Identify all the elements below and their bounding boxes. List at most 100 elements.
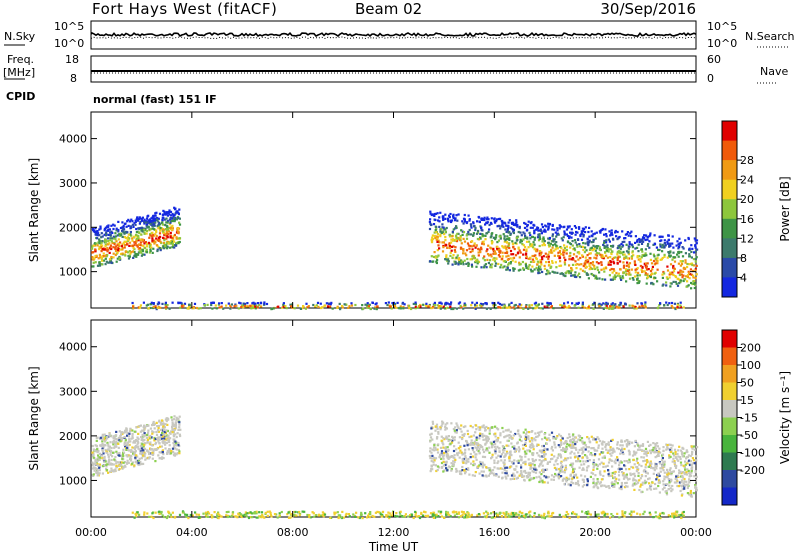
power-point: [116, 234, 119, 237]
power-point: [641, 254, 644, 257]
velocity-point: [122, 448, 125, 451]
power-point: [680, 263, 684, 266]
power-point: [500, 263, 503, 266]
velocity-point: [532, 452, 535, 455]
velocity-point: [136, 445, 140, 448]
power-point: [454, 246, 457, 249]
power-point: [374, 306, 377, 309]
velocity-point: [151, 422, 155, 425]
velocity-point: [506, 439, 509, 442]
velocity-point: [491, 469, 495, 472]
velocity-point: [175, 448, 178, 451]
power-point: [593, 247, 596, 251]
power-point: [452, 228, 455, 231]
power-point: [511, 259, 514, 262]
velocity-point: [435, 469, 438, 473]
power-point: [509, 249, 513, 253]
power-point: [595, 231, 598, 234]
power-point: [573, 239, 577, 242]
velocity-point: [534, 439, 537, 442]
velocity-point: [644, 466, 647, 469]
velocity-point: [508, 457, 511, 460]
velocity-point: [501, 467, 504, 470]
power-point: [674, 307, 677, 311]
power-point: [527, 307, 530, 310]
velocity-point: [466, 429, 469, 432]
power-point: [587, 244, 590, 247]
velocity-point: [491, 453, 494, 456]
power-point: [469, 258, 472, 261]
velocity-point: [583, 441, 586, 444]
power-point: [509, 262, 512, 265]
velocity-point: [564, 464, 567, 467]
power-point: [554, 231, 557, 234]
velocity-point: [452, 437, 455, 440]
power-point: [439, 233, 442, 236]
power-point: [417, 305, 421, 308]
power-point: [604, 303, 607, 306]
power-point: [676, 305, 679, 308]
power-point: [577, 301, 580, 304]
power-point: [175, 218, 178, 221]
velocity-point: [110, 435, 113, 438]
velocity-point: [656, 473, 659, 477]
power-point: [581, 254, 584, 257]
power-point: [678, 273, 681, 277]
velocity-point: [94, 463, 97, 466]
velocity-point: [475, 453, 478, 456]
velocity-point: [487, 436, 490, 439]
velocity-point: [531, 445, 534, 449]
velocity-point: [559, 468, 562, 471]
power-point: [296, 304, 300, 307]
power-point: [558, 251, 561, 254]
power-point: [158, 247, 161, 250]
velocity-point: [659, 462, 662, 465]
power-point: [180, 302, 183, 305]
power-point: [510, 301, 513, 304]
velocity-point: [613, 485, 616, 488]
velocity-point: [101, 435, 104, 439]
power-point: [167, 242, 170, 245]
power-point: [155, 234, 158, 238]
power-point: [329, 303, 332, 306]
power-point: [533, 232, 536, 235]
velocity-point: [588, 459, 591, 462]
power-point: [366, 302, 369, 305]
power-point: [627, 253, 630, 256]
power-point: [646, 262, 649, 265]
power-point: [572, 248, 575, 251]
velocity-point: [139, 430, 142, 433]
power-point: [173, 206, 176, 209]
velocity-point: [431, 438, 434, 441]
power-point: [265, 302, 269, 306]
power-point: [107, 233, 110, 236]
power-point: [455, 256, 458, 259]
power-point: [595, 247, 598, 250]
velocity-point: [668, 456, 671, 459]
velocity-point: [574, 473, 578, 476]
velocity-point: [528, 474, 531, 477]
power-point: [499, 237, 502, 240]
power-point: [143, 231, 146, 234]
velocity-point: [119, 434, 123, 437]
velocity-point: [598, 463, 602, 466]
velocity-point: [157, 424, 161, 428]
velocity-point: [472, 443, 475, 446]
velocity-point: [643, 449, 646, 452]
velocity-point: [166, 423, 169, 426]
velocity-point: [455, 422, 458, 425]
power-point: [127, 218, 130, 221]
power-point: [531, 226, 534, 229]
velocity-point: [513, 450, 516, 453]
power-point: [138, 306, 142, 309]
power-point: [449, 212, 452, 216]
power-point: [214, 304, 217, 307]
power-point: [681, 255, 685, 258]
power-point: [477, 248, 480, 251]
velocity-point: [603, 441, 606, 444]
power-point: [386, 303, 389, 307]
power-point: [122, 227, 125, 230]
velocity-point: [173, 428, 176, 431]
power-point: [452, 254, 455, 257]
power-point: [677, 247, 680, 250]
